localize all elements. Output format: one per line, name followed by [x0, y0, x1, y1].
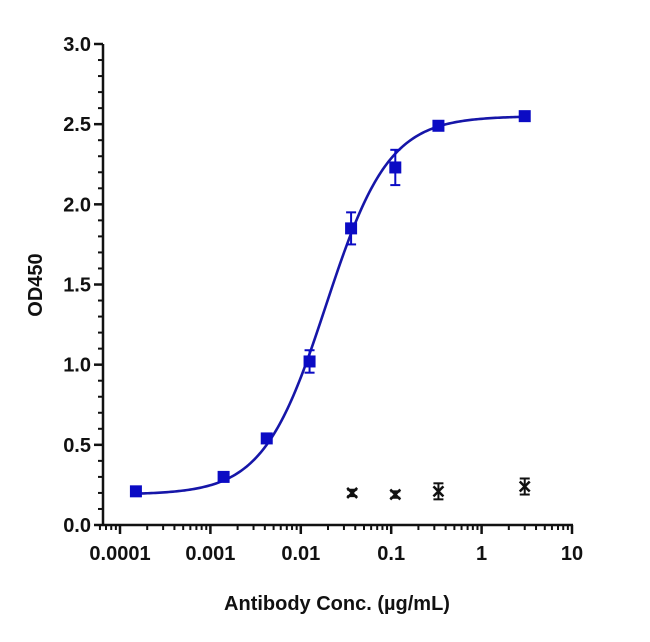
data-point-x: [518, 477, 531, 496]
data-point-x: [346, 487, 359, 499]
x-marker-stroke: [432, 485, 445, 498]
data-point-x: [389, 488, 402, 501]
square-marker: [217, 470, 230, 483]
data-point-square: [345, 211, 358, 246]
fit-curve: [135, 115, 525, 495]
square-marker: [260, 432, 273, 445]
y-axis: 0.0 0.5 1.0 1.5 2.0 2.5 3.0: [63, 34, 105, 537]
x-axis: 0.0001 0.001 0.01 0.1 1 10: [89, 523, 583, 565]
x-marker-stroke: [518, 480, 531, 493]
square-marker: [518, 110, 531, 123]
data-point-square: [217, 470, 230, 483]
data-point-x: [432, 482, 445, 501]
square-marker: [432, 119, 445, 132]
square-marker: [345, 222, 358, 235]
data-point-square: [432, 119, 445, 132]
y-tick-label: 2.5: [63, 114, 91, 136]
data-point-square: [389, 148, 402, 187]
x-axis-title: Antibody Conc. (µg/mL): [224, 593, 450, 615]
data-point-square: [129, 485, 142, 498]
y-tick-label: 1.5: [63, 275, 91, 297]
y-tick-label: 0.5: [63, 435, 91, 457]
y-tick-label: 1.0: [63, 355, 91, 377]
x-marker-stroke: [389, 488, 402, 501]
square-marker: [389, 161, 402, 174]
y-tick-label: 0.0: [63, 515, 91, 537]
square-marker: [129, 485, 142, 498]
x-tick-label: 0.0001: [89, 543, 150, 565]
y-axis-title: OD450: [25, 253, 47, 316]
x-tick-label: 0.1: [377, 543, 405, 565]
y-tick-label: 2.0: [63, 194, 91, 216]
x-marker-stroke: [346, 487, 359, 499]
data-point-square: [518, 110, 531, 123]
x-tick-label: 10: [561, 543, 583, 565]
y-tick-label: 3.0: [63, 34, 91, 56]
data-point-square: [260, 432, 273, 445]
x-tick-label: 0.001: [185, 543, 235, 565]
x-tick-label: 1: [476, 543, 487, 565]
x-tick-label: 0.01: [281, 543, 320, 565]
sigmoid-fit-line: [135, 115, 525, 495]
series-points: [129, 110, 531, 501]
square-marker: [303, 355, 316, 368]
data-point-square: [303, 349, 316, 374]
